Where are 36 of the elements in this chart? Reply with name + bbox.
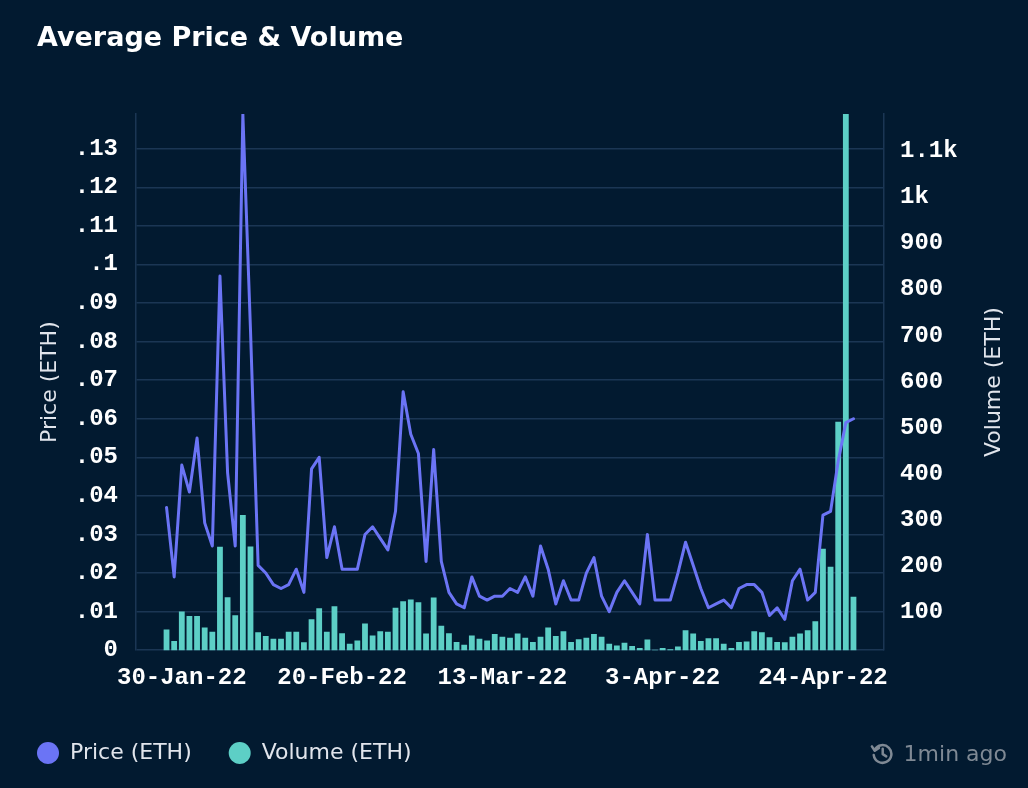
y2-tick-label: 900 <box>900 229 944 257</box>
y-tick-label: .1 <box>89 250 118 278</box>
x-tick-label: 20-Feb-22 <box>277 663 407 691</box>
y2-tick-label: 600 <box>900 367 944 395</box>
y-tick-label: .13 <box>74 134 118 162</box>
y-tick-label: .01 <box>74 597 118 625</box>
chart-title: Average Price & Volume <box>37 21 404 52</box>
y-tick-label: .04 <box>74 481 118 509</box>
y-tick-label: .09 <box>74 289 118 317</box>
y-tick-label: .07 <box>74 366 118 394</box>
legend-label: Volume (ETH) <box>261 738 412 764</box>
x-tick-label: 24-Apr-22 <box>758 663 888 691</box>
y2-tick-label: 800 <box>900 275 944 303</box>
legend-label: Price (ETH) <box>70 738 192 764</box>
y-tick-label: 0 <box>103 636 118 664</box>
y2-tick-label: 300 <box>900 506 944 534</box>
x-tick-label: 30-Jan-22 <box>116 663 247 691</box>
y-tick-label: .06 <box>74 404 118 432</box>
y2-axis-title: Volume (ETH) <box>979 307 1005 458</box>
y-tick-label: .11 <box>74 211 118 239</box>
x-tick-label: 13-Mar-22 <box>437 663 568 691</box>
y2-tick-label: 400 <box>900 459 944 487</box>
text: 1min ago <box>903 740 1007 766</box>
y-axis-title: Price (ETH) <box>35 321 61 443</box>
y-tick-label: .02 <box>74 559 118 587</box>
y-tick-label: .12 <box>74 173 118 201</box>
y-tick-label: .05 <box>74 443 118 471</box>
x-tick-label: 3-Apr-22 <box>605 663 721 691</box>
y-tick-label: .03 <box>74 520 118 548</box>
y2-tick-label: 200 <box>900 552 944 580</box>
y2-tick-label: 700 <box>900 321 944 349</box>
y2-tick-label: 100 <box>900 598 944 626</box>
y-tick-label: .08 <box>74 327 118 355</box>
y2-tick-label: 1k <box>900 183 929 211</box>
y2-tick-label: 500 <box>900 413 944 441</box>
y2-tick-label: 1.1k <box>900 136 958 164</box>
